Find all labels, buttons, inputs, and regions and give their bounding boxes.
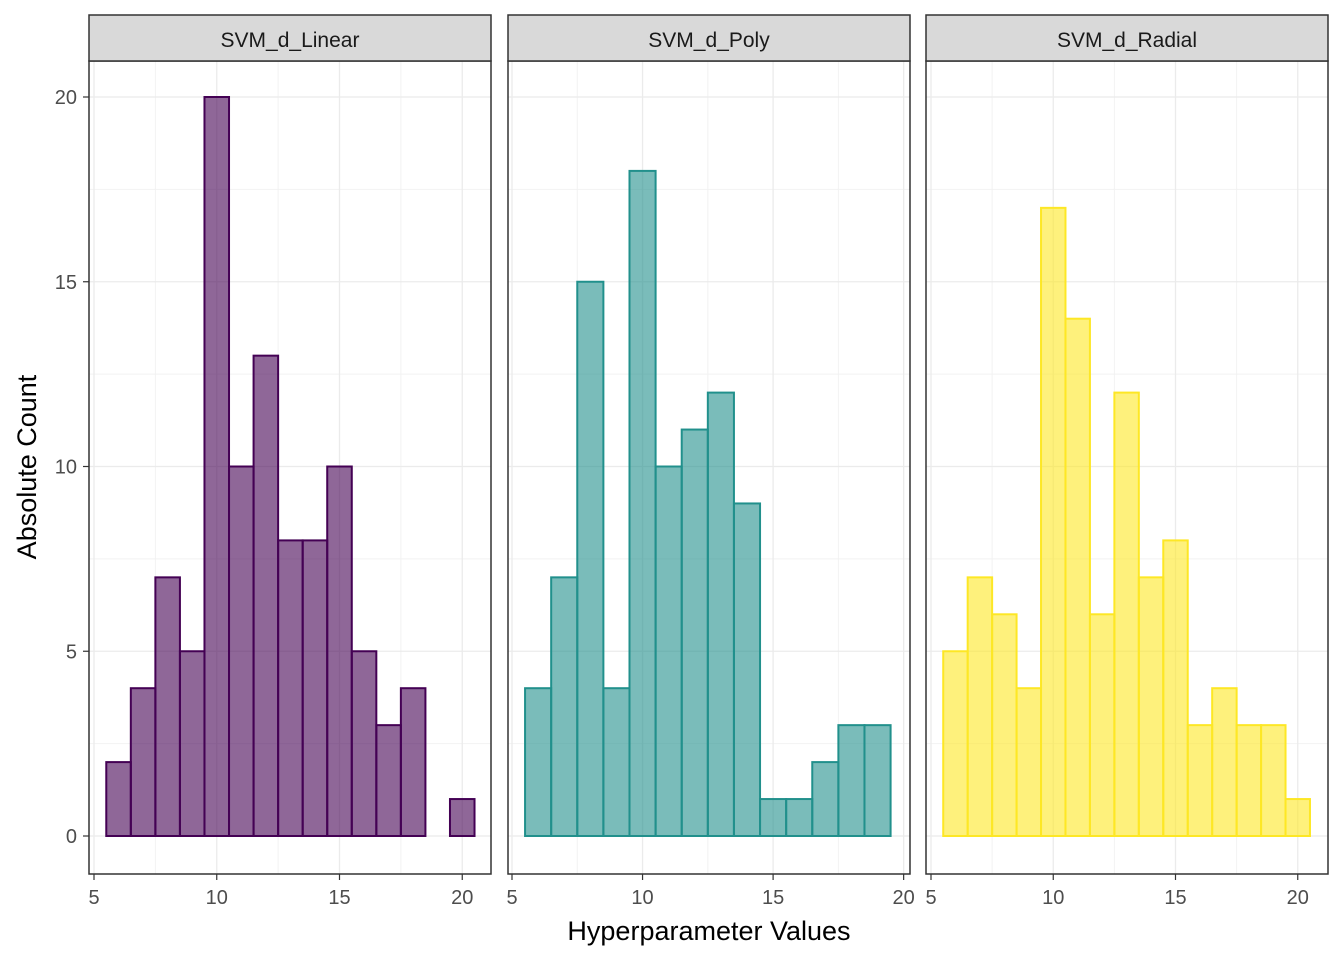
histogram-bar — [863, 724, 892, 838]
histogram-bar — [399, 687, 427, 838]
histogram-bar — [524, 687, 553, 838]
facet-strip-label: SVM_d_Radial — [1057, 29, 1197, 52]
histogram-bar — [1186, 724, 1214, 838]
y-axis: 0 5 10 15 20 — [55, 87, 89, 848]
histogram-bar — [732, 502, 762, 837]
facet-strip-label: SVM_d_Poly — [648, 29, 770, 52]
histogram-bar — [706, 391, 735, 837]
histogram-bar — [1162, 539, 1189, 838]
histogram-bar — [1211, 687, 1238, 838]
histogram-bar — [837, 724, 866, 838]
histogram-bar — [759, 798, 788, 837]
y-tick-label: 0 — [66, 826, 77, 848]
histogram-bar — [375, 724, 402, 838]
x-tick-label: 5 — [925, 887, 936, 909]
histogram-bar — [178, 650, 206, 837]
x-tick-label: 10 — [631, 887, 653, 909]
x-tick-label: 20 — [893, 887, 915, 909]
facet-panel: SVM_d_Linear 5 10 15 20 — [88, 14, 492, 909]
facet-strip-label: SVM_d_Linear — [221, 29, 360, 52]
histogram-bar — [991, 613, 1018, 837]
histogram-bar — [105, 761, 132, 837]
histogram-bar — [326, 465, 353, 837]
histogram-bar — [785, 798, 814, 837]
facet-panel: SVM_d_Poly 5 10 15 20 — [506, 14, 915, 909]
facet-strip — [88, 14, 492, 62]
facet-panel: SVM_d_Radial 5 10 15 20 — [925, 14, 1329, 909]
x-tick-label: 15 — [1164, 887, 1186, 909]
x-tick-label: 5 — [506, 887, 517, 909]
histogram-bar — [811, 761, 840, 837]
histogram-bar — [550, 576, 579, 837]
histogram-bar — [576, 280, 605, 837]
histogram-bar — [129, 687, 157, 838]
histogram-bar — [154, 576, 181, 837]
histogram-bar — [628, 169, 657, 837]
y-tick-label: 15 — [55, 272, 77, 294]
x-tick-label: 15 — [328, 887, 350, 909]
histogram-bar — [1015, 687, 1043, 838]
x-tick-label: 20 — [1287, 887, 1309, 909]
histogram-bar — [1064, 317, 1091, 837]
histogram-bar — [1284, 798, 1311, 837]
y-tick-label: 10 — [55, 457, 77, 479]
y-tick-label: 20 — [55, 87, 77, 109]
x-tick-label: 20 — [451, 887, 473, 909]
histogram-bar — [966, 576, 994, 837]
histogram-bar — [1260, 724, 1287, 838]
histogram-bar — [350, 650, 378, 837]
histogram-bar — [448, 798, 476, 837]
histogram-bar — [203, 96, 231, 837]
histogram-bar — [654, 465, 683, 837]
y-axis-title: Absolute Count — [12, 374, 42, 559]
histogram-bar — [942, 650, 969, 837]
histogram-bar — [228, 465, 255, 837]
histogram-bar — [1137, 576, 1165, 837]
x-axis-title: Hyperparameter Values — [567, 916, 850, 946]
x-tick-label: 15 — [762, 887, 784, 909]
histogram-bar — [1113, 391, 1140, 837]
y-tick-label: 5 — [66, 641, 77, 663]
histogram-bar — [1040, 206, 1067, 838]
histogram-bar — [602, 687, 631, 838]
histogram-bar — [1088, 613, 1116, 837]
histogram-bar — [301, 539, 329, 838]
x-tick-label: 5 — [88, 887, 99, 909]
x-tick-label: 10 — [206, 887, 228, 909]
histogram-bar — [1235, 724, 1263, 838]
histogram-bar — [680, 428, 709, 837]
histogram-bar — [252, 354, 280, 837]
facet-strip — [925, 14, 1329, 62]
facet-strip — [507, 14, 911, 62]
x-tick-label: 10 — [1042, 887, 1064, 909]
histogram-bar — [277, 539, 304, 838]
